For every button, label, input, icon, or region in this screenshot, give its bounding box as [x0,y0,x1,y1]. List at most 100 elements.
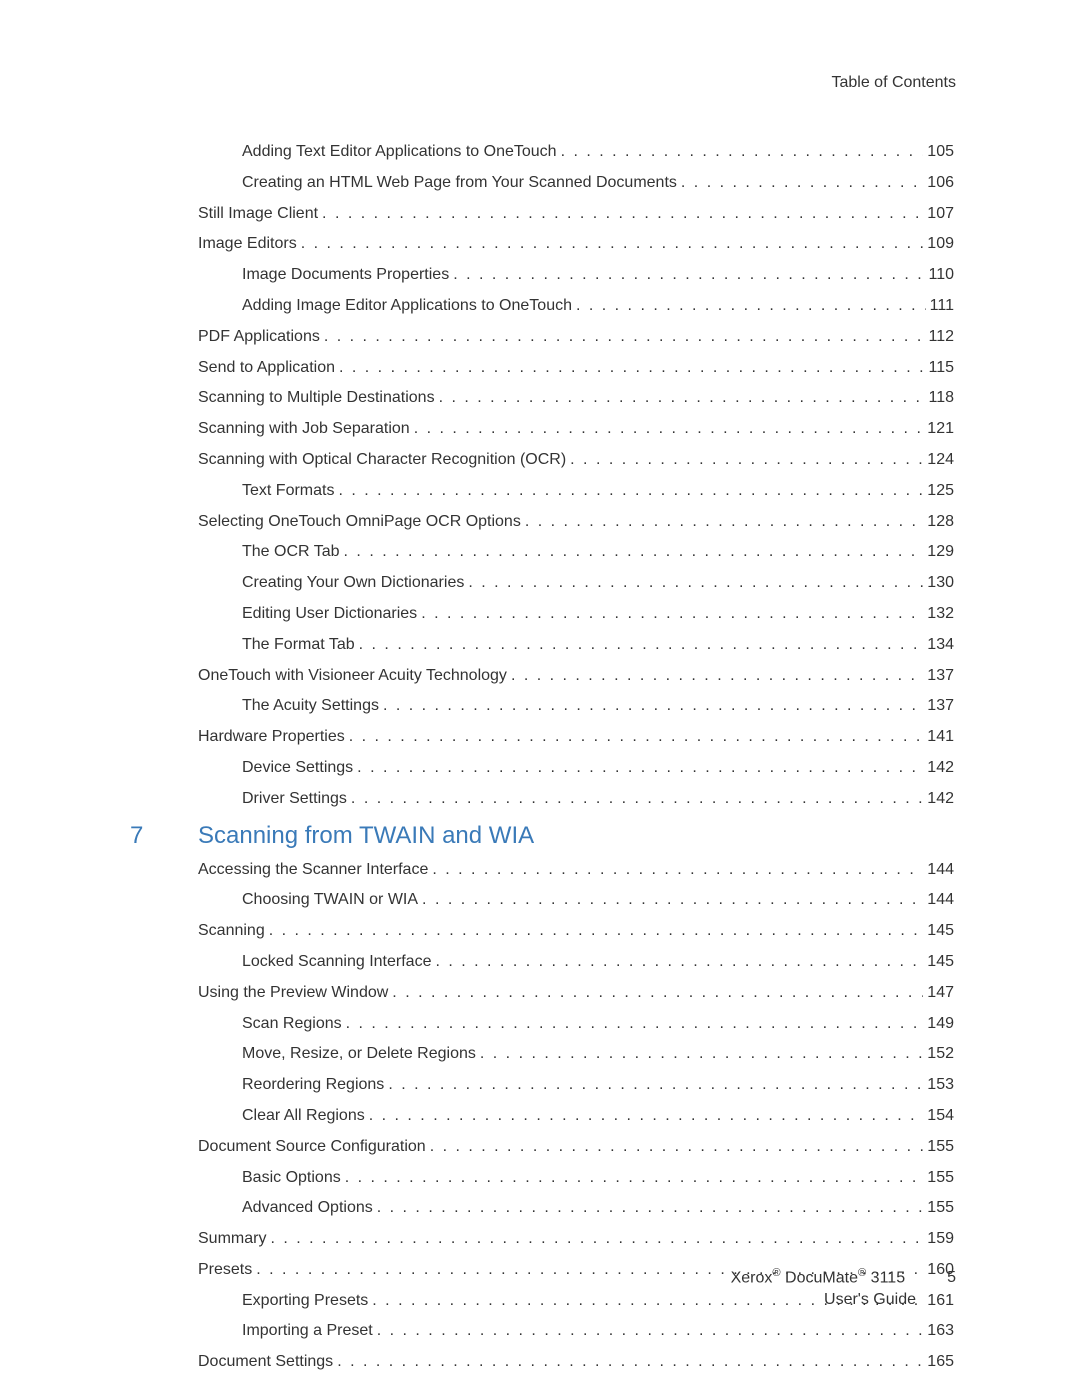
toc-dots [338,479,923,504]
toc-dots [525,510,923,535]
toc-entry-title: Image Editors [198,232,297,257]
toc-entry-title: Locked Scanning Interface [242,950,431,975]
toc-dots [422,888,923,913]
toc-dots [570,448,923,473]
toc-entry[interactable]: Choosing TWAIN or WIA 144 [242,888,954,913]
footer-model: 3115 [866,1269,905,1286]
toc-entry-page: 163 [927,1319,954,1344]
toc-entry[interactable]: Image Editors 109 [198,232,954,257]
chapter-number: 7 [126,822,198,850]
toc-entry[interactable]: Driver Settings 142 [242,787,954,812]
toc-entry-title: Basic Options [242,1166,341,1191]
chapter-row: 7 Scanning from TWAIN and WIA [126,822,954,850]
toc-entry[interactable]: Scanning 145 [198,919,954,944]
toc-entry-title: Driver Settings [242,787,347,812]
toc-entry-page: 155 [927,1135,954,1160]
toc-entry[interactable]: The Acuity Settings 137 [242,694,954,719]
toc-entry-page: 107 [927,202,954,227]
toc-dots [270,1227,923,1252]
toc-entry-page: 142 [927,756,954,781]
toc-entry-title: Text Formats [242,479,334,504]
toc-entry[interactable]: Accessing the Scanner Interface 144 [198,858,954,883]
header-label: Table of Contents [831,74,956,92]
toc-entry-title: Adding Image Editor Applications to OneT… [242,294,572,319]
toc-entry[interactable]: PDF Applications 112 [198,325,954,350]
toc-entry[interactable]: Image Documents Properties 110 [242,263,954,288]
toc-entry-page: 165 [927,1350,954,1375]
toc-dots [432,858,923,883]
toc-entry[interactable]: Summary 159 [198,1227,954,1252]
toc-entry-page: 128 [927,510,954,535]
toc-entry[interactable]: Basic Options 155 [242,1166,954,1191]
toc-entry[interactable]: Text Formats 125 [242,479,954,504]
toc-dots [269,919,924,944]
toc-entry-page: 111 [930,294,954,319]
toc-dots [344,540,924,565]
toc-dots [346,1012,924,1037]
toc-entry-page: 145 [927,919,954,944]
toc-entry-page: 109 [927,232,954,257]
toc-entry[interactable]: Device Settings 142 [242,756,954,781]
toc-entry[interactable]: Scanning with Job Separation 121 [198,417,954,442]
page-number: 5 [947,1269,956,1287]
toc-entry-page: 125 [927,479,954,504]
toc-entry[interactable]: Still Image Client 107 [198,202,954,227]
toc-entry[interactable]: Hardware Properties 141 [198,725,954,750]
toc-entry[interactable]: Editing User Dictionaries 132 [242,602,954,627]
toc-entry-title: Clear All Regions [242,1104,365,1129]
toc-entry[interactable]: The OCR Tab 129 [242,540,954,565]
toc-entry[interactable]: Adding Text Editor Applications to OneTo… [242,140,954,165]
toc-entry[interactable]: OneTouch with Visioneer Acuity Technolog… [198,664,954,689]
toc-entry[interactable]: Scan Regions 149 [242,1012,954,1037]
toc-entry[interactable]: Send to Application 115 [198,356,954,381]
toc-dots [349,725,924,750]
toc-entry[interactable]: Clear All Regions 154 [242,1104,954,1129]
toc-entry-page: 105 [927,140,954,165]
toc-dots [480,1042,923,1067]
toc-entry[interactable]: Move, Resize, or Delete Regions 152 [242,1042,954,1067]
footer-product-line: Xerox® DocuMate® 31155 [0,1267,956,1287]
toc-dots [324,325,925,350]
toc-entry-page: 115 [928,356,954,381]
toc-entry[interactable]: Reordering Regions 153 [242,1073,954,1098]
toc-entry-page: 124 [927,448,954,473]
toc-entry-page: 154 [927,1104,954,1129]
toc-dots [369,1104,924,1129]
toc-entry[interactable]: Document Source Configuration 155 [198,1135,954,1160]
toc-entry-title: Reordering Regions [242,1073,384,1098]
footer-product: DocuMate [781,1269,858,1286]
toc-entry[interactable]: The Format Tab 134 [242,633,954,658]
toc-entry-page: 144 [927,888,954,913]
toc-entry-title: OneTouch with Visioneer Acuity Technolog… [198,664,507,689]
footer-brand: Xerox [731,1269,773,1286]
toc-entry-page: 106 [927,171,954,196]
toc-dots [453,263,924,288]
toc-entry-title: Using the Preview Window [198,981,388,1006]
toc-entry[interactable]: Using the Preview Window 147 [198,981,954,1006]
toc-entry-title: Accessing the Scanner Interface [198,858,428,883]
toc-dots [337,1350,923,1375]
toc-entry[interactable]: Advanced Options 155 [242,1196,954,1221]
toc-entry-page: 137 [927,694,954,719]
toc-entry[interactable]: Document Settings 165 [198,1350,954,1375]
toc-entry[interactable]: Scanning with Optical Character Recognit… [198,448,954,473]
toc-entry[interactable]: Selecting OneTouch OmniPage OCR Options … [198,510,954,535]
toc-entry-title: Editing User Dictionaries [242,602,417,627]
toc-entry-title: Creating Your Own Dictionaries [242,571,464,596]
toc-entry[interactable]: Adding Image Editor Applications to OneT… [242,294,954,319]
toc-container: Adding Text Editor Applications to OneTo… [198,140,954,1381]
toc-dots [511,664,923,689]
toc-entry-page: 159 [927,1227,954,1252]
toc-entry-title: The Acuity Settings [242,694,379,719]
toc-entry-page: 137 [927,664,954,689]
toc-entry-title: Importing a Preset [242,1319,373,1344]
toc-dots [351,787,923,812]
toc-entry-title: Scanning with Job Separation [198,417,410,442]
toc-entry[interactable]: Locked Scanning Interface 145 [242,950,954,975]
chapter-title[interactable]: Scanning from TWAIN and WIA [198,822,534,850]
toc-entry[interactable]: Creating Your Own Dictionaries 130 [242,571,954,596]
toc-entry-title: Still Image Client [198,202,318,227]
toc-entry[interactable]: Creating an HTML Web Page from Your Scan… [242,171,954,196]
toc-entry[interactable]: Scanning to Multiple Destinations 118 [198,386,954,411]
toc-entry[interactable]: Importing a Preset 163 [242,1319,954,1344]
